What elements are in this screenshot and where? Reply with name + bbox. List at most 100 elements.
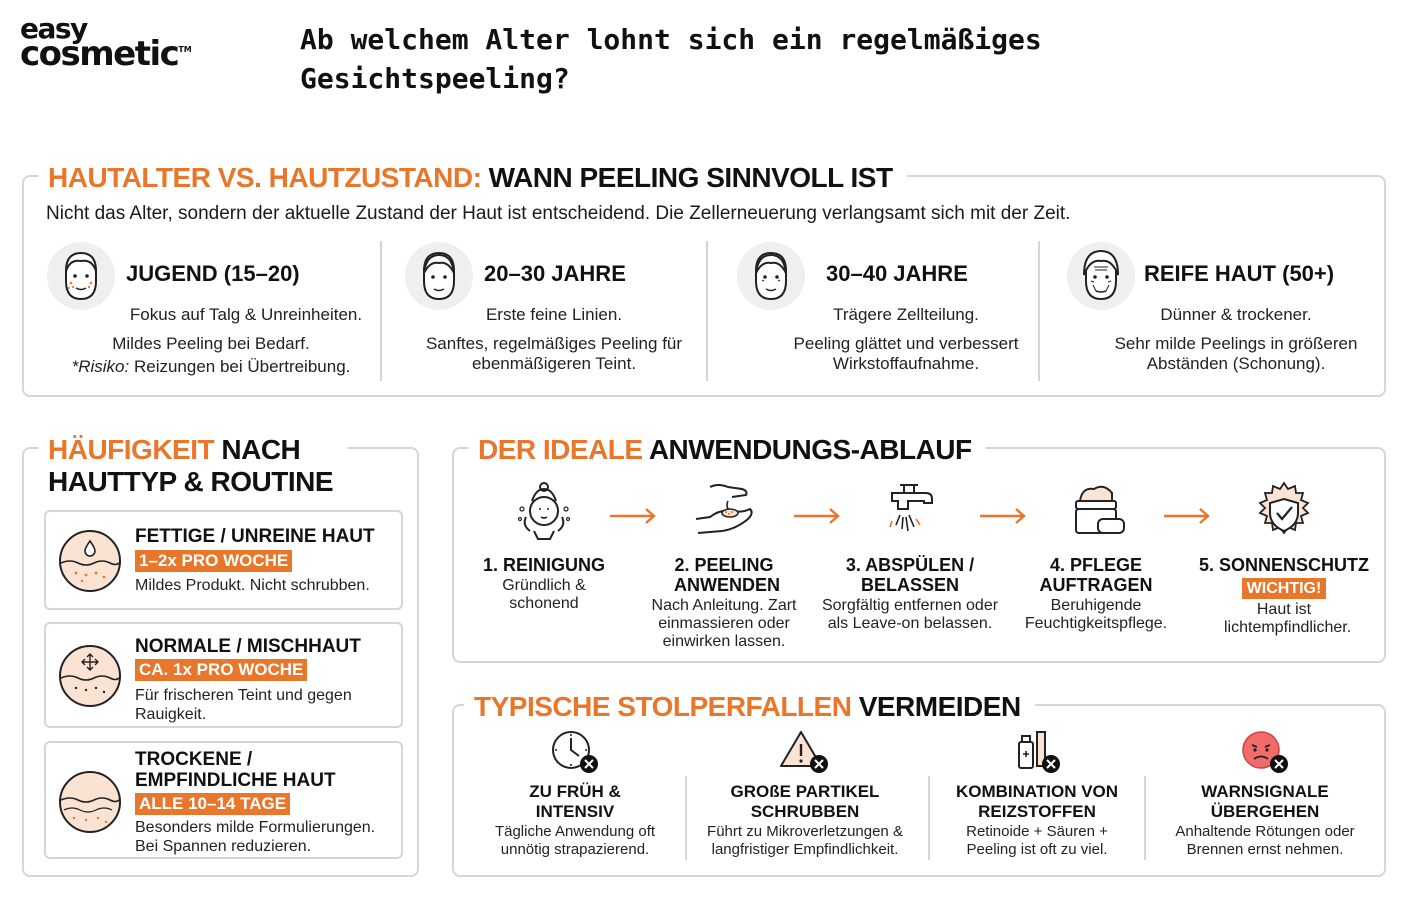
- column-divider: [685, 776, 687, 860]
- title-accent: HAUTALTER VS. HAUTZUSTAND:: [48, 162, 482, 193]
- frequency-badge: CA. 1x PRO WOCHE: [135, 659, 308, 681]
- mature-face-icon: [1067, 242, 1135, 310]
- age-heading: JUGEND (15–20): [126, 261, 300, 286]
- logo-word: cosmetic: [20, 33, 180, 74]
- age-column-30-40: 30–40 JAHRE Trägere Zellteilung. Peeling…: [736, 241, 1036, 381]
- age-heading: 30–40 JAHRE: [826, 261, 968, 286]
- step-title: 2. PEELING ANWENDEN: [674, 555, 780, 595]
- title-rest: VERMEIDEN: [851, 691, 1021, 722]
- face-icon: [737, 242, 805, 310]
- arrow-right-icon: [610, 508, 656, 524]
- pitfall-title: WARNSIGNALE ÜBERGEHEN: [1201, 782, 1329, 821]
- step-desc: Beruhigende Feuchtigkeitspflege.: [1024, 597, 1168, 632]
- routine-step-4: 4. PFLEGE AUFTRAGEN Beruhigende Feuchtig…: [1006, 479, 1186, 633]
- combination-skin-icon: [59, 645, 121, 707]
- title-accent: HÄUFIGKEIT: [48, 434, 215, 465]
- skin-card-oily: FETTIGE / UNREINE HAUT 1–2x PRO WOCHE Mi…: [44, 510, 403, 610]
- age-line-1: Fokus auf Talg & Unreinheiten.: [129, 305, 363, 324]
- age-section-subtitle: Nicht das Alter, sondern der aktuelle Zu…: [46, 203, 1071, 224]
- logo-line-2: cosmeticTM: [20, 37, 192, 71]
- pitfall-irritant-combination: KOMBINATION VON REIZSTOFFEN Retinoide + …: [932, 728, 1142, 859]
- routine-step-1: 1. REINIGUNG Gründlich & schonend: [454, 479, 634, 613]
- age-line-2: Mildes Peeling bei Bedarf.: [112, 334, 310, 353]
- risk-label: *Risiko:: [71, 357, 130, 376]
- brand-logo: easy cosmeticTM: [20, 12, 192, 71]
- pitfall-ignoring-warnings: WARNSIGNALE ÜBERGEHEN Anhaltende Rötunge…: [1160, 728, 1370, 859]
- routine-section: DER IDEALE ANWENDUNGS-ABLAUF 1. REINIGUN…: [452, 434, 1386, 663]
- step-title: 5. SONNENSCHUTZ: [1198, 555, 1369, 575]
- title-rest: ANWENDUNGS-ABLAUF: [642, 434, 972, 465]
- cream-jar-icon: [1075, 485, 1125, 534]
- column-divider: [1038, 241, 1040, 381]
- title-rest: NACH HAUTTYP & ROUTINE: [48, 434, 334, 497]
- faucet-icon: [889, 484, 933, 532]
- pitfall-title: GROßE PARTIKEL SCHRUBBEN: [730, 782, 880, 821]
- column-divider: [706, 241, 708, 381]
- page-title: Ab welchem Alter lohnt sich ein regelmäß…: [300, 23, 1042, 95]
- pitfall-desc: Retinoide + Säuren + Peeling ist oft zu …: [966, 823, 1108, 858]
- clock-x-icon: [552, 731, 598, 773]
- oily-skin-icon: [59, 530, 121, 592]
- logo-line-1: easy: [20, 12, 88, 45]
- arrow-right-icon: [794, 508, 840, 524]
- arrow-right-icon: [980, 508, 1026, 524]
- title-rest: WANN PEELING SINNVOLL IST: [481, 162, 893, 193]
- important-badge: WICHTIG!: [1241, 578, 1327, 599]
- step-title: 3. ABSPÜLEN / BELASSEN: [845, 555, 975, 595]
- age-heading: 20–30 JAHRE: [484, 261, 626, 286]
- risk-text: Reizungen bei Übertreibung.: [129, 357, 351, 376]
- pitfalls-section-title: TYPISCHE STOLPERFALLEN VERMEIDEN: [464, 691, 1035, 723]
- skin-card-title: TROCKENE / EMPFINDLICHE HAUT: [135, 749, 336, 791]
- pitfall-large-particles: GROßE PARTIKEL SCHRUBBEN Führt zu Mikrov…: [700, 728, 910, 859]
- age-column-20-30: 20–30 JAHRE Erste feine Linien. Sanftes,…: [404, 241, 704, 381]
- age-heading: REIFE HAUT (50+): [1144, 261, 1335, 286]
- frequency-badge: 1–2x PRO WOCHE: [135, 550, 293, 572]
- step-desc: Nach Anleitung. Zart einmassieren oder e…: [651, 597, 797, 650]
- step-desc: Gründlich & schonend: [502, 577, 586, 612]
- pitfalls-section: TYPISCHE STOLPERFALLEN VERMEIDEN ZU FRÜH…: [452, 691, 1386, 877]
- title-accent: DER IDEALE: [478, 434, 643, 465]
- age-risk-line: *Risiko: Reizungen bei Übertreibung.: [46, 357, 376, 377]
- age-line-1: Erste feine Linien.: [485, 305, 623, 324]
- pitfall-too-early: ZU FRÜH & INTENSIV Tägliche Anwendung of…: [470, 728, 680, 859]
- age-line-2: Sanftes, regelmäßiges Peeling für ebenmä…: [425, 334, 683, 373]
- warning-x-icon: [780, 731, 828, 773]
- step-title: 1. REINIGUNG: [482, 555, 606, 575]
- pitfall-desc: Anhaltende Rötungen oder Brennen ernst n…: [1175, 823, 1355, 858]
- pitfall-title: KOMBINATION VON REIZSTOFFEN: [955, 782, 1119, 821]
- step-desc: Haut ist lichtempfindlicher.: [1224, 601, 1352, 636]
- products-x-icon: [1018, 731, 1060, 773]
- dry-skin-icon: [59, 771, 121, 833]
- peeling-hand-icon: [695, 484, 753, 534]
- trademark: TM: [178, 44, 192, 54]
- skin-card-title: NORMALE / MISCHHAUT: [135, 636, 361, 657]
- age-line-2: Peeling glättet und verbessert Wirkstoff…: [793, 334, 1019, 373]
- title-accent: TYPISCHE STOLPERFALLEN: [474, 691, 852, 722]
- age-line-2: Sehr milde Peelings in größeren Abstände…: [1114, 334, 1358, 373]
- pitfall-title: ZU FRÜH & INTENSIV: [529, 782, 621, 821]
- pitfall-desc: Führt zu Mikroverletzungen & langfristig…: [707, 823, 903, 858]
- age-column-mature: REIFE HAUT (50+) Dünner & trockener. Seh…: [1066, 241, 1366, 381]
- skin-card-title: FETTIGE / UNREINE HAUT: [135, 526, 375, 547]
- skin-card-normal: NORMALE / MISCHHAUT CA. 1x PRO WOCHE Für…: [44, 622, 403, 728]
- face-washing-icon: [517, 482, 571, 540]
- age-line-1: Trägere Zellteilung.: [833, 305, 979, 324]
- frequency-section-title: HÄUFIGKEIT NACH HAUTTYP & ROUTINE: [38, 434, 348, 498]
- column-divider: [928, 776, 930, 860]
- skin-card-dry: TROCKENE / EMPFINDLICHE HAUT ALLE 10–14 …: [44, 741, 403, 859]
- age-section-title: HAUTALTER VS. HAUTZUSTAND: WANN PEELING …: [38, 162, 907, 194]
- routine-step-3: 3. ABSPÜLEN / BELASSEN Sorgfältig entfer…: [820, 479, 1000, 633]
- young-face-icon: [47, 242, 115, 310]
- arrow-right-icon: [1164, 508, 1210, 524]
- step-desc: Sorgfältig entfernen oder als Leave-on b…: [821, 597, 999, 632]
- red-face-x-icon: [1242, 731, 1288, 773]
- column-divider: [1144, 776, 1146, 860]
- step-title: 4. PFLEGE AUFTRAGEN: [1039, 555, 1153, 595]
- frequency-section: HÄUFIGKEIT NACH HAUTTYP & ROUTINE FETTIG…: [22, 434, 419, 877]
- sun-shield-icon: [1258, 481, 1310, 535]
- age-column-youth: JUGEND (15–20) Fokus auf Talg & Unreinhe…: [46, 241, 376, 381]
- column-divider: [380, 241, 382, 381]
- routine-step-5: 5. SONNENSCHUTZ WICHTIG! Haut ist lichte…: [1194, 479, 1374, 637]
- pitfall-desc: Tägliche Anwendung oft unnötig strapazie…: [494, 823, 656, 858]
- routine-section-title: DER IDEALE ANWENDUNGS-ABLAUF: [468, 434, 986, 466]
